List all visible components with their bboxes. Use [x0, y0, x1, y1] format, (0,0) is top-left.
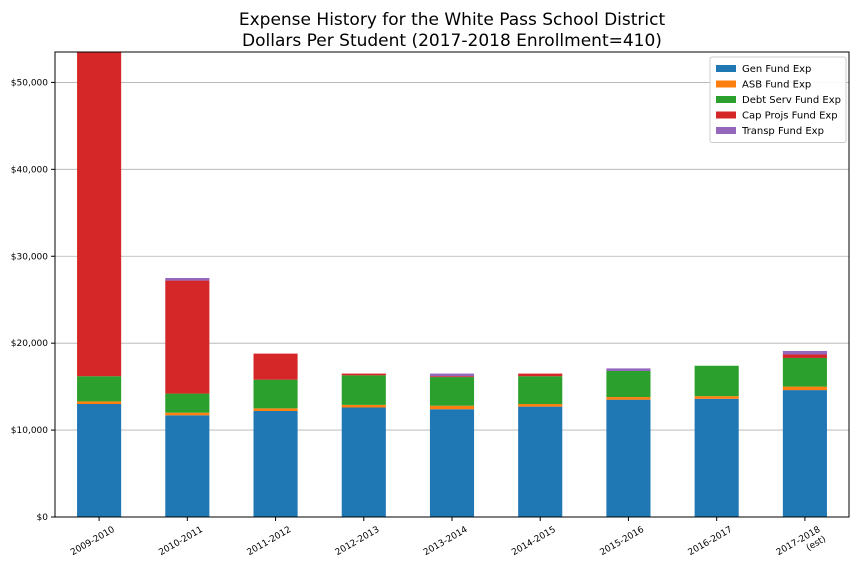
x-tick-label-line: 2009-2010 [69, 525, 117, 558]
bar-segment [429, 373, 475, 377]
bar-segment [341, 404, 386, 408]
chart-subtitle: Dollars Per Student (2017-2018 Enrollmen… [242, 31, 662, 51]
legend: Gen Fund Exp ASB Fund Exp Debt Serv Fund E… [709, 56, 847, 143]
y-tick-label: $0 [37, 513, 49, 523]
bar-segment [782, 350, 827, 355]
bar-segment [341, 373, 386, 376]
legend-label: ASB Fund Exp [742, 80, 811, 91]
x-tick-label-line: 2013-2014 [422, 525, 470, 558]
bar-segment [694, 396, 739, 399]
bar-segment [253, 379, 298, 409]
bar-segment [782, 386, 827, 391]
y-tick-label: $20,000 [11, 339, 48, 349]
bar-segment [341, 407, 386, 517]
bar-segment [165, 415, 210, 517]
x-tick-label: 2017-2018(est) [775, 525, 828, 568]
legend-swatch [716, 80, 736, 88]
bar-segment [253, 410, 298, 517]
bar-segment [518, 404, 563, 407]
bar-segment [165, 412, 210, 416]
bar-segment [518, 376, 563, 405]
legend-label: Debt Serv Fund Exp [742, 95, 841, 106]
bar-segment [782, 357, 827, 387]
bar-segment [77, 376, 122, 402]
x-tick-label-line: 2010-2011 [157, 525, 204, 558]
x-tick-label: 2014-2015 [510, 525, 557, 558]
legend-label: Cap Projs Fund Exp [742, 111, 838, 122]
bar-segment [165, 393, 210, 413]
bar-segment [165, 277, 210, 281]
legend-swatch [716, 127, 736, 134]
bar-segment [429, 377, 475, 406]
x-tick-label: 2011-2012 [246, 525, 293, 558]
bars [77, 52, 827, 517]
bar-segment [77, 401, 122, 405]
legend-label: Transp Fund Exp [741, 126, 824, 137]
bar-segment [606, 370, 651, 398]
y-tick-label: $30,000 [11, 252, 48, 262]
bar-segment [782, 390, 827, 517]
bar-segment [694, 365, 739, 397]
bar-segment [253, 408, 298, 411]
x-tick-label: 2016-2017 [687, 525, 734, 558]
x-tick-label-line: 2012-2013 [334, 525, 381, 558]
legend-box [709, 56, 847, 143]
bar-segment [77, 404, 122, 517]
x-axis: 2009-2010 2010-2011 2011-2012 2012-2013 2013… [69, 517, 828, 568]
bar-segment [606, 397, 651, 400]
x-tick-label-line: 2016-2017 [687, 525, 734, 558]
bar-segment [694, 398, 739, 517]
bar-segment [782, 354, 827, 358]
x-tick-label: 2010-2011 [157, 525, 204, 558]
bar-segment [518, 373, 563, 377]
x-tick-label: 2013-2014 [422, 525, 470, 558]
bar-segment [253, 353, 298, 380]
chart-title: Expense History for the White Pass Schoo… [239, 10, 666, 30]
bar-segment [165, 280, 210, 394]
bar-segment [606, 368, 651, 371]
y-tick-label: $50,000 [11, 78, 48, 88]
bar-segment [429, 376, 475, 378]
legend-label: Gen Fund Exp [742, 64, 811, 75]
bar-segment [429, 409, 475, 517]
y-tick-label: $10,000 [11, 426, 48, 436]
legend-swatch [716, 96, 736, 103]
x-tick-label-line: 2015-2016 [598, 525, 646, 558]
legend-swatch [716, 111, 736, 119]
bar-segment [429, 405, 475, 410]
bar-segment [341, 375, 386, 405]
bar-segment [77, 52, 122, 377]
x-tick-label: 2009-2010 [69, 525, 117, 558]
x-tick-label: 2012-2013 [334, 525, 381, 558]
bar-segment [518, 406, 563, 517]
bar-segment [606, 399, 651, 517]
x-tick-label: 2015-2016 [598, 525, 646, 558]
x-tick-label-line: 2011-2012 [246, 525, 293, 558]
legend-swatch [716, 65, 736, 72]
y-axis: $0 $10,000 $20,000 $30,000 $40,000 $50,000 [11, 78, 55, 523]
x-tick-label-line: 2014-2015 [510, 525, 557, 558]
y-tick-label: $40,000 [11, 165, 48, 175]
